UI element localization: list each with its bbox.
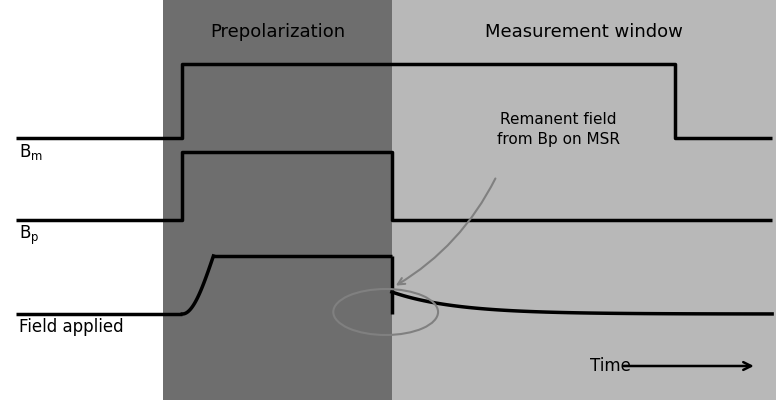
Text: Remanent field
from Bp on MSR: Remanent field from Bp on MSR	[497, 112, 620, 147]
Text: Prepolarization: Prepolarization	[210, 23, 345, 41]
Text: Time: Time	[590, 357, 631, 375]
Bar	[392, 0, 776, 400]
Text: Measurement window: Measurement window	[485, 23, 683, 41]
Text: $\mathrm{B_m}$: $\mathrm{B_m}$	[19, 142, 43, 162]
Bar	[163, 0, 392, 400]
Text: Field applied: Field applied	[19, 318, 124, 336]
Text: $\mathrm{B_p}$: $\mathrm{B_p}$	[19, 224, 40, 247]
